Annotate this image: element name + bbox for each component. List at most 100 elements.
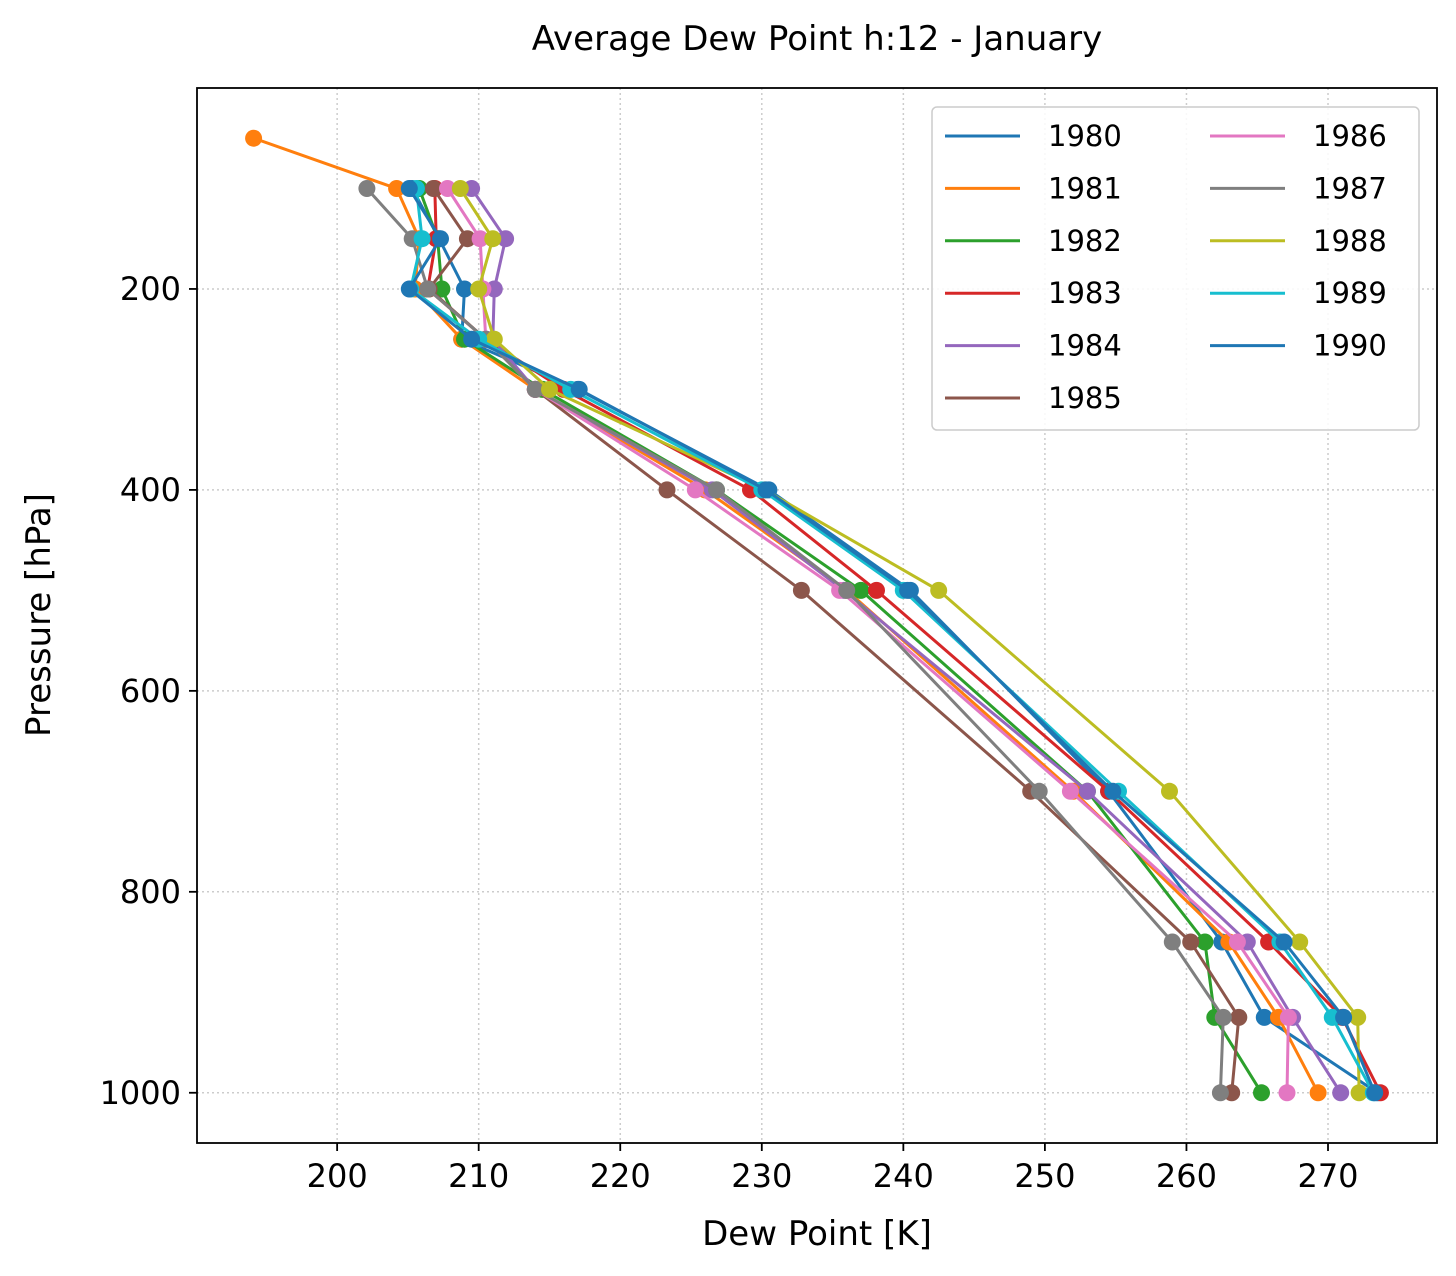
y-tick-label: 1000 [100, 1074, 181, 1112]
data-point [1182, 933, 1200, 951]
data-point [245, 129, 263, 147]
data-point [1366, 1084, 1384, 1102]
legend-label: 1988 [1313, 224, 1387, 258]
data-point [419, 280, 437, 298]
data-point [757, 481, 775, 499]
legend-label: 1989 [1313, 276, 1387, 310]
data-point [838, 581, 856, 599]
data-point [471, 230, 489, 248]
data-point [424, 180, 442, 197]
data-point [570, 380, 588, 398]
data-point [686, 481, 704, 499]
legend-entry-1989: 1989 [1210, 276, 1387, 310]
legend-label: 1987 [1313, 171, 1387, 205]
data-point [1349, 1008, 1367, 1026]
series-1985 [420, 180, 1248, 1102]
data-point [439, 180, 456, 197]
data-point [1253, 1084, 1270, 1102]
chart-title: Average Dew Point h:12 - January [532, 19, 1102, 59]
legend: 1980 1981 1982 1983 1984 1985 1986 1987 1988 1989… [931, 106, 1420, 431]
legend-entry-1981: 1981 [945, 171, 1122, 205]
data-point [1061, 782, 1079, 800]
y-tick-label: 400 [120, 471, 181, 509]
data-point [484, 230, 502, 248]
data-point [1228, 933, 1246, 951]
data-point [1104, 782, 1122, 800]
data-point [1230, 1008, 1248, 1026]
data-point [400, 180, 418, 197]
data-point [930, 581, 948, 599]
series-group [245, 129, 1389, 1102]
x-tick-label: 270 [1297, 1157, 1358, 1195]
data-point [1278, 1084, 1296, 1102]
data-point [1196, 933, 1214, 951]
data-point [456, 280, 473, 298]
x-tick-label: 200 [307, 1157, 368, 1195]
legend-box [931, 106, 1420, 431]
x-tick-label: 220 [590, 1157, 651, 1195]
data-point [400, 280, 418, 298]
data-point [413, 230, 431, 248]
x-axis-label: Dew Point [K] [702, 1214, 932, 1254]
legend-entry-1983: 1983 [945, 276, 1122, 310]
x-tick-label: 240 [873, 1157, 934, 1195]
data-point [1350, 1084, 1368, 1102]
data-point [1309, 1084, 1327, 1102]
legend-entry-1988: 1988 [1210, 224, 1387, 258]
legend-entry-1980: 1980 [945, 119, 1122, 153]
data-point [470, 280, 488, 298]
data-point [541, 380, 558, 398]
legend-entry-1985: 1985 [945, 381, 1122, 415]
plot-frame [196, 87, 1438, 1144]
data-point [1335, 1008, 1353, 1026]
data-point [852, 581, 870, 599]
data-point [868, 581, 885, 599]
legend-label: 1982 [1048, 224, 1122, 258]
data-point [1291, 933, 1309, 951]
legend-entry-1987: 1987 [1210, 171, 1387, 205]
data-point [451, 180, 469, 197]
x-tick-label: 230 [731, 1157, 792, 1195]
data-point [1332, 1084, 1350, 1102]
legend-entry-1984: 1984 [945, 329, 1122, 363]
data-point [388, 180, 406, 197]
data-point [1078, 782, 1096, 800]
legend-label: 1985 [1048, 381, 1122, 415]
data-point [1214, 1008, 1232, 1026]
data-point [463, 330, 481, 348]
data-point [1275, 933, 1293, 951]
y-tick-label: 800 [120, 873, 181, 911]
data-point [358, 180, 376, 197]
x-tick-label: 210 [448, 1157, 509, 1195]
legend-label: 1986 [1313, 119, 1387, 153]
legend-label: 1990 [1313, 329, 1387, 363]
data-point [432, 230, 449, 248]
data-point [1030, 782, 1048, 800]
legend-label: 1984 [1048, 329, 1122, 363]
data-point [1161, 782, 1178, 800]
series-line-1981 [253, 136, 1320, 1094]
data-point [497, 230, 515, 248]
data-point [458, 230, 476, 248]
data-point [658, 481, 676, 499]
data-point [1163, 933, 1181, 951]
y-axis-label: Pressure [hPa] [19, 493, 59, 737]
data-point [526, 380, 544, 398]
series-1990 [400, 180, 1384, 1102]
legend-label: 1981 [1048, 171, 1122, 205]
data-point [1211, 1084, 1229, 1102]
legend-label: 1980 [1048, 119, 1122, 153]
legend-entry-1986: 1986 [1210, 119, 1387, 153]
data-point [433, 280, 451, 298]
data-point [485, 330, 503, 348]
y-tick-label: 600 [120, 672, 181, 710]
data-point [708, 481, 725, 499]
x-tick-label: 250 [1014, 1157, 1075, 1195]
data-point [899, 581, 917, 599]
legend-label: 1983 [1048, 276, 1122, 310]
legend-entry-1990: 1990 [1210, 329, 1387, 363]
x-tick-label: 260 [1156, 1157, 1217, 1195]
y-tick-label: 200 [120, 270, 181, 308]
ticks: 200 210 220 230 240 250 260 270 200 400 600 800 1000 [100, 270, 1359, 1195]
